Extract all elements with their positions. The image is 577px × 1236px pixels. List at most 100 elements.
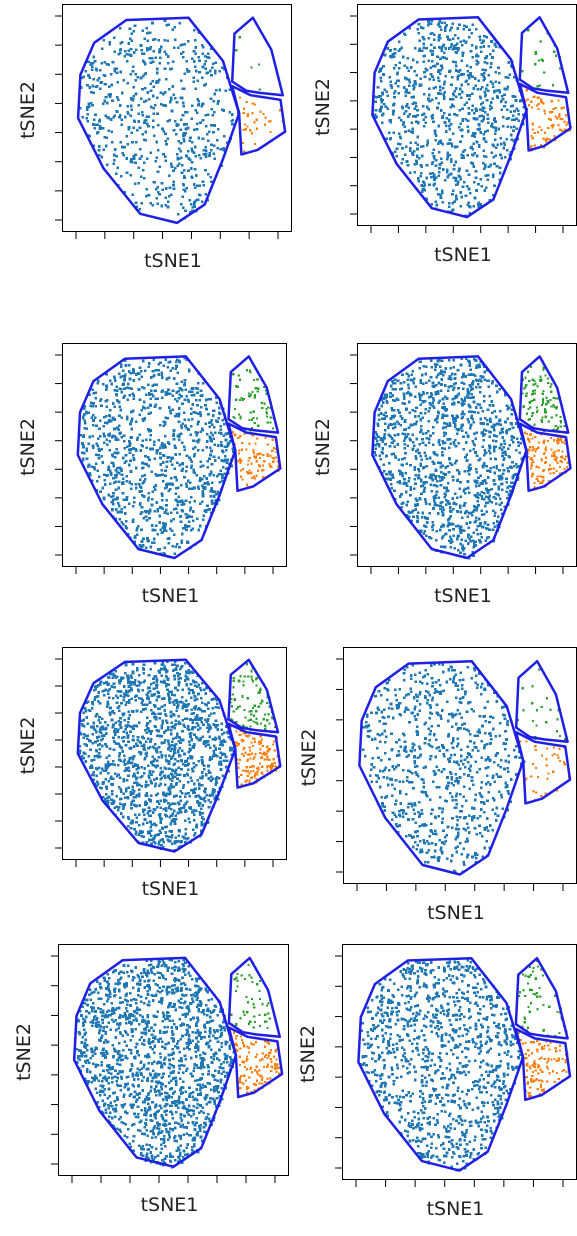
data-point [443,496,447,499]
data-point [199,389,203,393]
data-point [177,438,181,442]
data-point [414,454,418,458]
data-point [137,688,140,691]
data-point [104,74,107,77]
data-point [490,488,494,491]
data-point [422,488,426,492]
data-point [143,369,147,373]
data-point [447,385,451,389]
data-point [97,447,101,451]
data-point [536,96,539,99]
data-point [126,112,130,116]
data-point [96,469,100,473]
data-point [439,507,442,511]
data-point [252,410,255,413]
data-point [374,100,378,104]
data-point [193,499,197,503]
data-point [473,504,476,508]
data-point [512,114,515,117]
data-point [226,432,229,435]
data-point [562,441,565,444]
data-point [141,482,145,485]
data-point [97,744,100,747]
data-point [164,422,167,426]
data-point [446,151,449,155]
data-point [180,469,184,472]
data-point [110,130,113,133]
data-point [175,399,179,403]
data-point [138,490,141,493]
data-point [534,382,537,385]
data-point [113,806,116,810]
data-point [181,527,185,530]
data-point [429,536,433,540]
data-point [177,412,181,416]
data-point [192,439,195,442]
data-point [129,54,133,57]
data-point [97,475,101,479]
data-point [494,492,498,496]
data-point [426,521,429,524]
data-point [98,427,101,430]
data-point [130,725,134,728]
data-point [405,503,408,507]
data-point [475,479,478,483]
data-point [125,768,128,772]
data-point [210,143,213,146]
data-point [193,28,196,32]
data-point [109,495,113,498]
data-point [477,201,481,204]
data-point [542,368,545,372]
data-point [167,406,171,409]
data-point [565,455,568,458]
data-point [98,120,101,123]
data-point [526,370,529,373]
data-point [539,379,542,382]
data-point [238,36,241,39]
data-point [403,477,406,481]
data-point [529,467,533,470]
data-point [203,62,206,66]
data-point [119,27,122,30]
data-point [472,380,475,383]
data-point [455,69,458,72]
data-point [185,683,188,687]
data-point [170,529,174,532]
data-point [433,452,437,456]
data-point [486,536,489,540]
data-point [374,430,377,434]
data-point [514,99,518,102]
data-point [163,681,166,684]
data-point [555,456,558,459]
data-point [531,459,534,462]
data-point [247,112,250,115]
data-point [108,449,111,452]
data-point [474,84,478,88]
data-point [474,437,478,441]
data-point [392,55,396,58]
data-point [168,527,172,530]
data-point [525,89,528,92]
data-point [410,373,413,377]
data-point [537,59,541,62]
data-point [183,43,186,46]
data-point [472,544,476,547]
data-point [175,782,179,785]
data-point [424,431,428,435]
data-point [184,482,188,485]
data-point [495,95,499,98]
data-point [184,795,187,799]
data-point [485,99,489,102]
data-point [479,474,482,477]
data-point [112,464,116,468]
data-point [543,109,546,112]
data-point [119,363,123,366]
data-point [477,79,480,82]
data-point [557,124,560,127]
data-point [123,191,126,194]
data-point [375,439,379,443]
data-point [395,397,398,401]
data-point [413,395,417,399]
data-point [381,440,384,443]
